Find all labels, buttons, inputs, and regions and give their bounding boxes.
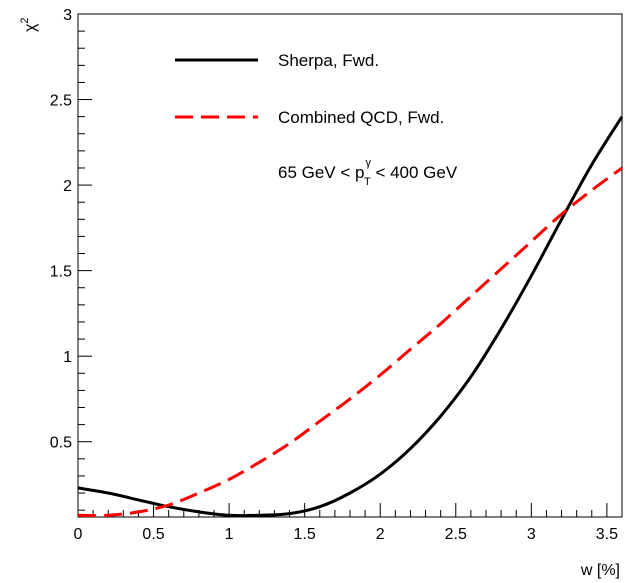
annotation-sub: T: [364, 176, 371, 188]
legend-label-combined-qcd: Combined QCD, Fwd.: [278, 108, 444, 127]
y-tick-label: 1.5: [50, 264, 72, 281]
x-tick-label: 0.5: [142, 526, 164, 543]
x-axis: 0 0.5 1 1.5 2 2.5 3 3.5: [74, 503, 623, 543]
x-tick-label: 0: [74, 526, 83, 543]
x-tick-label: 2.5: [445, 526, 467, 543]
x-tick-label: 3: [527, 526, 536, 543]
y-tick-label: 3: [63, 7, 72, 24]
series-group: [77, 115, 624, 518]
y-axis: 0.5 1 1.5 2 2.5 3: [50, 7, 92, 511]
annotation-prefix: 65 GeV < p: [278, 163, 364, 182]
x-tick-label: 2: [376, 526, 385, 543]
y-axis-title-sup: 2: [19, 17, 31, 23]
annotation-sup: γ: [365, 157, 371, 169]
y-axis-title-base: χ: [22, 23, 39, 32]
annotation-suffix: < 400 GeV: [371, 163, 458, 182]
kinematic-annotation: 65 GeV < pγ T < 400 GeV: [278, 157, 458, 188]
x-axis-title: w [%]: [580, 562, 620, 579]
series-line-combined-qcd: [77, 166, 623, 518]
y-tick-label: 1: [63, 349, 72, 366]
y-axis-title: χ2: [19, 17, 39, 32]
y-tick-label: 2.5: [50, 93, 72, 110]
y-tick-label: 2: [63, 178, 72, 195]
plot-frame: [77, 13, 623, 518]
legend-label-sherpa: Sherpa, Fwd.: [278, 51, 379, 70]
x-tick-label: 1.5: [294, 526, 316, 543]
x-tick-label: 3.5: [596, 526, 618, 543]
legend: Sherpa, Fwd. Combined QCD, Fwd. 65 GeV <…: [175, 51, 458, 188]
series-line-sherpa: [77, 115, 624, 518]
y-tick-label: 0.5: [50, 435, 72, 452]
x-tick-label: 1: [225, 526, 234, 543]
